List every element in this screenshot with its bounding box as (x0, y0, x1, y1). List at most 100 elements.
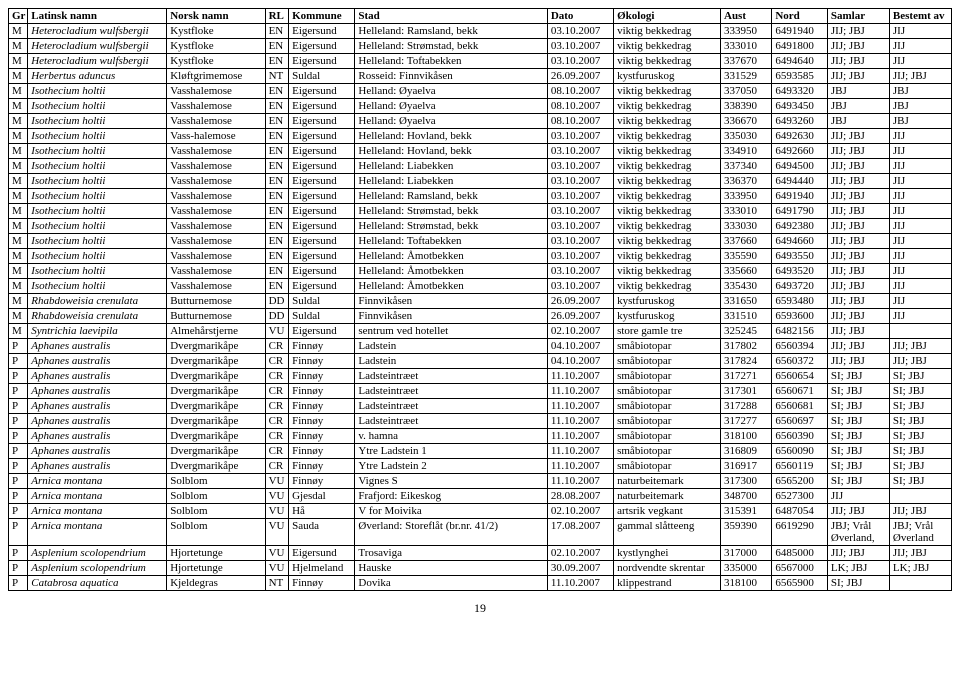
table-cell: 6560090 (772, 444, 828, 459)
table-row: PArnica montanaSolblomVUSaudaØverland: S… (9, 519, 952, 546)
table-cell: Trosaviga (355, 546, 547, 561)
table-cell: CR (265, 399, 289, 414)
table-cell: 336670 (721, 114, 772, 129)
table-cell: 03.10.2007 (547, 234, 613, 249)
table-cell: JIJ; JBJ (889, 354, 951, 369)
table-cell: 6494440 (772, 174, 828, 189)
table-cell: Suldal (289, 69, 355, 84)
table-cell: Helland: Øyaelva (355, 114, 547, 129)
table-row: MRhabdoweisia crenulataButturnemoseDDSul… (9, 309, 952, 324)
table-cell: Eigersund (289, 264, 355, 279)
table-cell: viktig bekkedrag (614, 24, 721, 39)
table-cell: Almehårstjerne (167, 324, 265, 339)
table-row: MRhabdoweisia crenulataButturnemoseDDSul… (9, 294, 952, 309)
table-cell: Isothecium holtii (28, 249, 167, 264)
table-cell: Kløftgrimemose (167, 69, 265, 84)
table-cell (889, 324, 951, 339)
table-cell: M (9, 114, 28, 129)
table-cell: VU (265, 324, 289, 339)
table-cell: M (9, 159, 28, 174)
table-cell: Vasshalemose (167, 114, 265, 129)
table-cell: 02.10.2007 (547, 546, 613, 561)
table-cell: kystfuruskog (614, 294, 721, 309)
table-row: MHeterocladium wulfsbergiiKystflokeENEig… (9, 54, 952, 69)
table-cell: 6527300 (772, 489, 828, 504)
table-cell: artsrik vegkant (614, 504, 721, 519)
table-cell: EN (265, 54, 289, 69)
col-aust: Aust (721, 9, 772, 24)
table-cell: EN (265, 189, 289, 204)
table-cell: 335030 (721, 129, 772, 144)
table-cell: JBJ (827, 84, 889, 99)
table-cell: 317300 (721, 474, 772, 489)
table-cell: småbiotopar (614, 399, 721, 414)
table-cell: Isothecium holtii (28, 279, 167, 294)
table-cell: 6494640 (772, 54, 828, 69)
table-cell: 03.10.2007 (547, 159, 613, 174)
table-cell: P (9, 429, 28, 444)
table-cell: P (9, 519, 28, 546)
table-cell: JIJ; JBJ (827, 189, 889, 204)
table-row: MIsothecium holtiiVasshalemoseENEigersun… (9, 189, 952, 204)
table-cell: EN (265, 204, 289, 219)
table-cell: 6560681 (772, 399, 828, 414)
table-cell: CR (265, 339, 289, 354)
table-cell: M (9, 174, 28, 189)
table-cell: Vignes S (355, 474, 547, 489)
table-cell: 317802 (721, 339, 772, 354)
table-cell: v. hamna (355, 429, 547, 444)
table-cell: 6560119 (772, 459, 828, 474)
table-row: MIsothecium holtiiVasshalemoseENEigersun… (9, 219, 952, 234)
table-cell: Isothecium holtii (28, 144, 167, 159)
table-cell: 318100 (721, 429, 772, 444)
table-cell: SI; JBJ (827, 399, 889, 414)
table-cell: JIJ (889, 39, 951, 54)
table-cell: EN (265, 234, 289, 249)
table-row: PCatabrosa aquaticaKjeldegrasNTFinnøyDov… (9, 576, 952, 591)
table-cell: 337660 (721, 234, 772, 249)
table-cell: Eigersund (289, 174, 355, 189)
table-cell: Aphanes australis (28, 399, 167, 414)
table-cell: kystfuruskog (614, 309, 721, 324)
table-cell: 6593480 (772, 294, 828, 309)
table-cell: Arnica montana (28, 504, 167, 519)
table-cell: SI; JBJ (889, 474, 951, 489)
table-cell: viktig bekkedrag (614, 114, 721, 129)
table-cell: NT (265, 69, 289, 84)
table-cell: Hjelmeland (289, 561, 355, 576)
table-cell: Finnøy (289, 369, 355, 384)
table-cell: Helleland: Åmotbekken (355, 249, 547, 264)
table-cell: DD (265, 309, 289, 324)
table-cell: 315391 (721, 504, 772, 519)
table-cell: Sauda (289, 519, 355, 546)
table-cell: M (9, 144, 28, 159)
table-cell: Vasshalemose (167, 99, 265, 114)
table-row: MIsothecium holtiiVasshalemoseENEigersun… (9, 114, 952, 129)
table-cell: Finnøy (289, 399, 355, 414)
table-cell: Helleland: Åmotbekken (355, 279, 547, 294)
table-cell: P (9, 399, 28, 414)
table-cell: Isothecium holtii (28, 99, 167, 114)
table-row: PAphanes australisDvergmarikåpeCRFinnøyL… (9, 399, 952, 414)
table-cell: Eigersund (289, 99, 355, 114)
table-cell: 17.08.2007 (547, 519, 613, 546)
table-cell: JIJ; JBJ (827, 309, 889, 324)
table-cell: Aphanes australis (28, 414, 167, 429)
table-cell: Vasshalemose (167, 249, 265, 264)
table-cell: Asplenium scolopendrium (28, 561, 167, 576)
table-cell: viktig bekkedrag (614, 99, 721, 114)
table-cell: JBJ (889, 114, 951, 129)
table-cell: Solblom (167, 519, 265, 546)
table-cell: 331650 (721, 294, 772, 309)
table-cell: P (9, 561, 28, 576)
table-cell: Helleland: Strømstad, bekk (355, 219, 547, 234)
table-row: MHeterocladium wulfsbergiiKystflokeENEig… (9, 24, 952, 39)
table-row: MSyntrichia laevipilaAlmehårstjerneVUEig… (9, 324, 952, 339)
table-cell: VU (265, 561, 289, 576)
table-cell: M (9, 264, 28, 279)
col-rl: RL (265, 9, 289, 24)
table-cell: P (9, 546, 28, 561)
table-cell: 6492630 (772, 129, 828, 144)
table-cell: 335430 (721, 279, 772, 294)
table-cell: 03.10.2007 (547, 279, 613, 294)
